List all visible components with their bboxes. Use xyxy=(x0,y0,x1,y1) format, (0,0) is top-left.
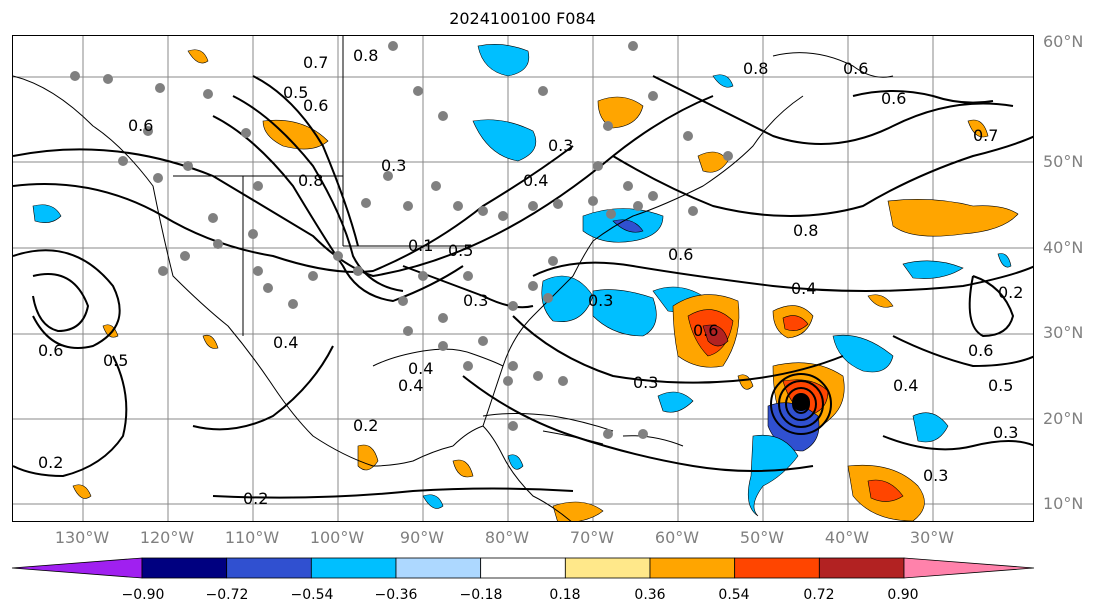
colorbar-segment xyxy=(564,557,651,579)
contour-label: 0.6 xyxy=(881,89,906,108)
contour-label-group: 0.7 0.8 0.5 0.6 0.8 0.3 0.6 0.4 0.3 0.6 … xyxy=(38,46,1023,508)
colorbar-tick-label: −0.18 xyxy=(459,587,503,603)
contour-label: 0.4 xyxy=(893,376,918,395)
contours xyxy=(13,75,1033,499)
colorbar-tick-label: 0.90 xyxy=(887,587,919,603)
contour-label: 0.6 xyxy=(38,341,63,360)
map-panel[interactable]: 0.7 0.8 0.5 0.6 0.8 0.3 0.6 0.4 0.3 0.6 … xyxy=(12,35,1034,522)
lat-label: 50°N xyxy=(1043,152,1084,171)
lon-label: 100°W xyxy=(309,528,365,547)
contour-label: 0.4 xyxy=(791,279,816,298)
lon-label: 60°W xyxy=(654,528,700,547)
contour-label: 0.4 xyxy=(273,333,298,352)
storm-center-marker xyxy=(792,393,810,411)
contour-label: 0.6 xyxy=(843,59,868,78)
colorbar-segment xyxy=(649,557,736,579)
colorbar-tick-label: −0.36 xyxy=(374,587,418,603)
colorbar-segment xyxy=(734,557,820,579)
contour-label: 0.5 xyxy=(988,376,1013,395)
contour-label: 0.6 xyxy=(303,96,328,115)
lon-label: 120°W xyxy=(139,528,195,547)
contour-label: 0.8 xyxy=(793,221,818,240)
colorbar-tick-label: 0.36 xyxy=(634,587,666,603)
contour-label: 0.7 xyxy=(973,126,998,145)
contour-label: 0.2 xyxy=(243,489,268,508)
map-title: 2024100100 F084 xyxy=(449,9,596,28)
contour-label: 0.8 xyxy=(353,46,378,65)
colorbar-segment xyxy=(226,557,312,579)
contour-label: 0.3 xyxy=(548,136,573,155)
colorbar-segment xyxy=(818,557,905,579)
lat-label: 60°N xyxy=(1043,32,1084,51)
contour-label: 0.3 xyxy=(923,466,948,485)
lon-label: 90°W xyxy=(399,528,445,547)
contour-label: 0.8 xyxy=(743,59,768,78)
contour-label: 0.6 xyxy=(693,321,718,340)
contour-label: 0.5 xyxy=(283,83,308,102)
contour-label: 0.4 xyxy=(398,376,423,395)
contour-label: 0.1 xyxy=(408,236,433,255)
contour-label: 0.3 xyxy=(993,423,1018,442)
colorbar-tick-label: 0.18 xyxy=(549,587,581,603)
colorbar xyxy=(11,557,1035,579)
gridlines xyxy=(13,36,1033,521)
contour-label: 0.3 xyxy=(463,291,488,310)
lat-label: 20°N xyxy=(1043,409,1084,428)
contour-label: 0.6 xyxy=(968,341,993,360)
contour-label: 0.3 xyxy=(588,291,613,310)
colorbar-segment xyxy=(310,557,397,579)
lon-label: 30°W xyxy=(909,528,955,547)
contour-label: 0.7 xyxy=(303,53,328,72)
contour-label: 0.8 xyxy=(298,171,323,190)
contour-label: 0.5 xyxy=(448,241,473,260)
colorbar-segment xyxy=(395,557,482,579)
colorbar-tick-label: 0.72 xyxy=(803,587,835,603)
colorbar-extend-max xyxy=(903,557,1035,579)
colorbar-tick-label: −0.72 xyxy=(205,587,249,603)
contour-label: 0.2 xyxy=(38,453,63,472)
contour-label: 0.2 xyxy=(998,283,1023,302)
contour-label: 0.4 xyxy=(408,359,433,378)
lon-label: 40°W xyxy=(824,528,870,547)
colorbar-tick-label: 0.54 xyxy=(718,587,750,603)
map-canvas: 0.7 0.8 0.5 0.6 0.8 0.3 0.6 0.4 0.3 0.6 … xyxy=(13,36,1033,521)
lon-label: 50°W xyxy=(739,528,785,547)
lon-label: 80°W xyxy=(484,528,530,547)
contour-label: 0.6 xyxy=(128,116,153,135)
contour-label: 0.3 xyxy=(381,156,406,175)
lat-label: 30°N xyxy=(1043,323,1084,342)
lon-label: 110°W xyxy=(224,528,280,547)
lon-label: 130°W xyxy=(54,528,110,547)
lat-label: 40°N xyxy=(1043,238,1084,257)
shaded-anomalies xyxy=(32,44,1019,521)
contour-label: 0.4 xyxy=(523,171,548,190)
colorbar-segment xyxy=(141,557,228,579)
colorbar-tick-label: −0.54 xyxy=(290,587,334,603)
colorbar-tick-label: −0.90 xyxy=(121,587,165,603)
contour-label: 0.2 xyxy=(353,416,378,435)
contour-label: 0.3 xyxy=(633,373,658,392)
station-dots xyxy=(70,41,733,439)
lat-label: 10°N xyxy=(1043,494,1084,513)
lon-label: 70°W xyxy=(569,528,615,547)
contour-label: 0.5 xyxy=(103,351,128,370)
colorbar-segment xyxy=(480,557,566,579)
colorbar-extend-min xyxy=(11,557,143,579)
contour-label: 0.6 xyxy=(668,245,693,264)
